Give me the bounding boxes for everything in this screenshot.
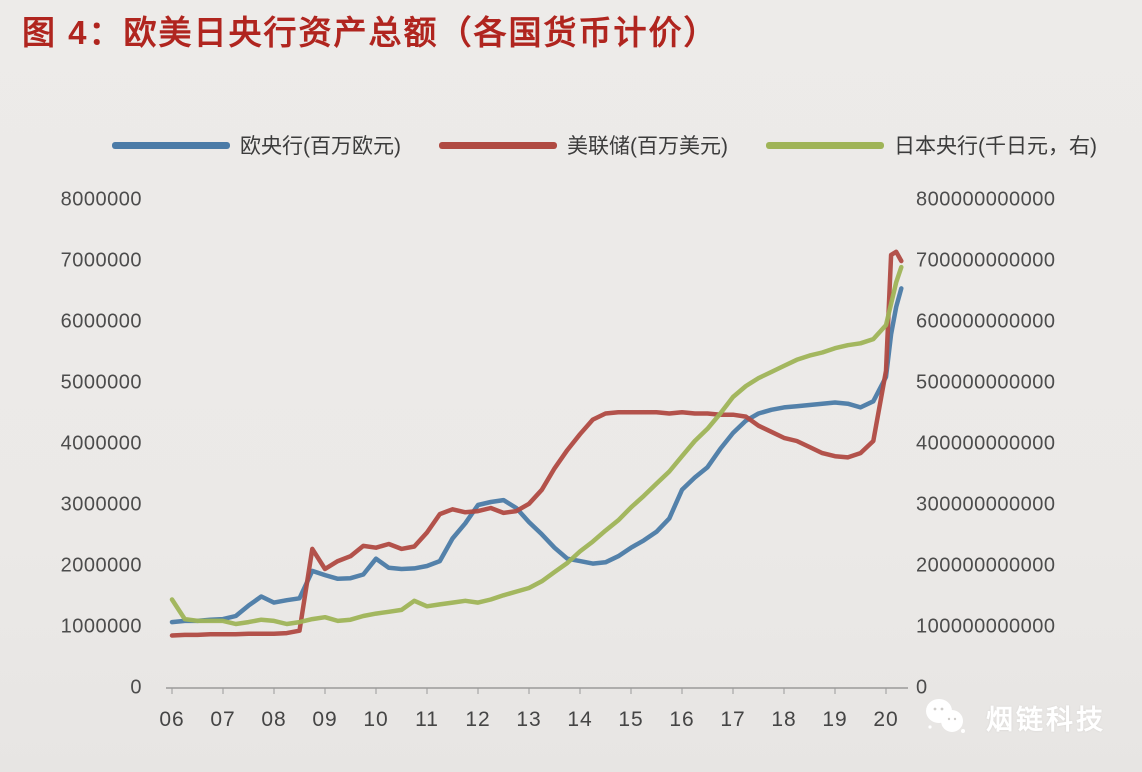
x-axis-tick-label: 09: [312, 708, 338, 731]
left-axis-tick-label: 3000000: [60, 493, 142, 516]
legend-swatch: [766, 141, 884, 149]
x-axis-tick-label: 06: [159, 708, 185, 731]
left-axis-tick-label: 7000000: [60, 249, 142, 272]
left-axis-tick-label: 5000000: [60, 371, 142, 394]
legend-swatch: [439, 141, 557, 149]
right-axis-tick-label: 700000000000: [916, 249, 1056, 272]
legend-swatch: [112, 141, 230, 149]
left-axis-tick-label: 8000000: [60, 188, 142, 211]
right-axis-tick-label: 300000000000: [916, 493, 1056, 516]
right-axis-tick-label: 500000000000: [916, 371, 1056, 394]
legend-label: 日本央行(千日元，右): [894, 135, 1097, 158]
legend-label: 欧央行(百万欧元): [240, 135, 401, 158]
chart-legend: 欧央行(百万欧元) 美联储(百万美元) 日本央行(千日元，右): [112, 130, 1122, 160]
x-axis-tick-label: 15: [618, 708, 644, 731]
legend-item-0: 欧央行(百万欧元): [112, 130, 401, 160]
series-line-2: [169, 264, 904, 627]
chat-bubbles-icon: [926, 699, 965, 733]
right-axis-tick-label: 200000000000: [916, 554, 1056, 577]
x-axis-tick-label: 16: [669, 708, 695, 731]
watermark: 烟链科技: [922, 697, 1106, 737]
legend-item-1: 美联储(百万美元): [439, 130, 728, 160]
x-axis-tick-label: 07: [210, 708, 236, 731]
x-axis-tick-label: 19: [822, 708, 848, 731]
legend-item-2: 日本央行(千日元，右): [766, 130, 1097, 160]
left-axis-tick-label: 0: [130, 676, 142, 699]
x-axis-tick-label: 08: [261, 708, 287, 731]
x-axis-tick-label: 13: [516, 708, 542, 731]
series-line-0: [169, 286, 904, 625]
x-axis-tick-label: 12: [465, 708, 491, 731]
left-axis-tick-label: 6000000: [60, 310, 142, 333]
right-axis-tick-label: 400000000000: [916, 432, 1056, 455]
x-axis-tick-label: 18: [771, 708, 797, 731]
watermark-text: 烟链科技: [986, 704, 1106, 735]
x-axis-tick-label: 20: [873, 708, 899, 731]
right-axis-tick-label: 800000000000: [916, 188, 1056, 211]
figure-title: 图 4：欧美日央行资产总额（各国货币计价）: [22, 14, 719, 51]
x-axis-tick-label: 10: [363, 708, 389, 731]
right-axis-tick-label: 100000000000: [916, 615, 1056, 638]
series-line-1: [169, 249, 904, 638]
right-axis-tick-label: 0: [916, 676, 928, 699]
right-axis-tick-label: 600000000000: [916, 310, 1056, 333]
x-axis-tick-label: 14: [567, 708, 593, 731]
left-axis-tick-label: 2000000: [60, 554, 142, 577]
x-axis-tick-label: 17: [720, 708, 746, 731]
left-axis-tick-label: 1000000: [60, 615, 142, 638]
x-axis-tick-label: 11: [415, 708, 439, 731]
legend-label: 美联储(百万美元): [567, 135, 728, 158]
left-axis-tick-label: 4000000: [60, 432, 142, 455]
